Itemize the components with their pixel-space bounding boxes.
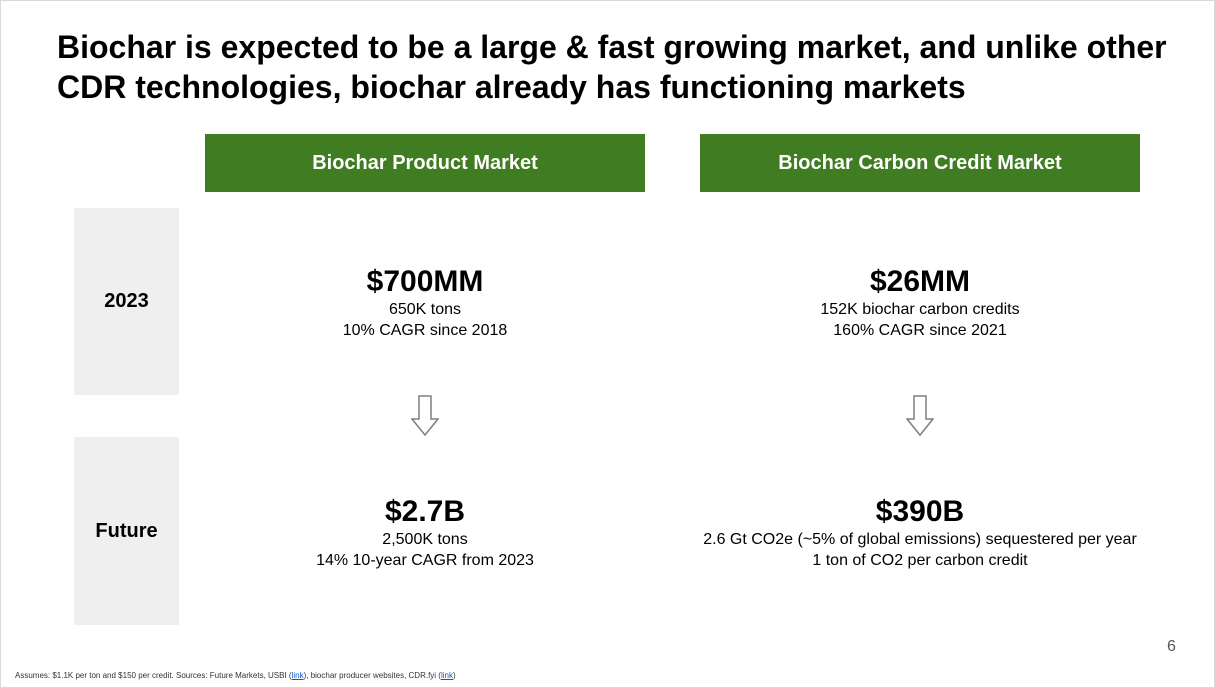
footnote: Assumes: $1.1K per ton and $150 per cred… bbox=[15, 671, 456, 680]
carbon-credit-2023-cell: $26MM 152K biochar carbon credits 160% C… bbox=[660, 265, 1180, 341]
product-market-future-value: $2.7B bbox=[384, 495, 466, 528]
product-market-2023-value: $700MM bbox=[366, 265, 484, 298]
carbon-credit-future-cell: $390B 2.6 Gt CO2e (~5% of global emissio… bbox=[660, 495, 1180, 571]
slide-title: Biochar is expected to be a large & fast… bbox=[57, 29, 1167, 105]
row-label-2023: 2023 bbox=[74, 208, 179, 395]
product-market-future-line1: 2,500K tons bbox=[382, 531, 468, 548]
carbon-credit-future-line1: 2.6 Gt CO2e (~5% of global emissions) se… bbox=[703, 531, 1137, 548]
carbon-credit-2023-value: $26MM bbox=[869, 265, 971, 298]
footnote-text-3: ) bbox=[453, 671, 456, 680]
down-arrow-icon bbox=[411, 395, 439, 437]
column-header-product-market-label: Biochar Product Market bbox=[312, 151, 538, 174]
carbon-credit-future-line2: 1 ton of CO2 per carbon credit bbox=[812, 552, 1028, 569]
product-market-future-cell: $2.7B 2,500K tons 14% 10-year CAGR from … bbox=[165, 495, 685, 571]
row-label-2023-text: 2023 bbox=[104, 290, 149, 312]
footnote-text-2: ), biochar producer websites, CDR.fyi ( bbox=[303, 671, 441, 680]
product-market-future-line2: 14% 10-year CAGR from 2023 bbox=[316, 552, 534, 569]
row-label-future-text: Future bbox=[95, 519, 158, 542]
row-label-future: Future bbox=[74, 437, 179, 625]
column-header-carbon-credit-market: Biochar Carbon Credit Market bbox=[700, 134, 1140, 192]
down-arrow-icon bbox=[906, 395, 934, 437]
usbi-source-link[interactable]: link bbox=[291, 671, 304, 680]
page-number: 6 bbox=[1167, 638, 1176, 655]
carbon-credit-future-value: $390B bbox=[875, 495, 965, 528]
carbon-credit-2023-line2: 160% CAGR since 2021 bbox=[833, 322, 1007, 339]
product-market-2023-line2: 10% CAGR since 2018 bbox=[342, 322, 508, 339]
column-header-carbon-credit-market-label: Biochar Carbon Credit Market bbox=[778, 151, 1062, 174]
product-market-2023-cell: $700MM 650K tons 10% CAGR since 2018 bbox=[165, 265, 685, 341]
product-market-2023-line1: 650K tons bbox=[388, 301, 462, 318]
column-header-product-market: Biochar Product Market bbox=[205, 134, 645, 192]
carbon-credit-2023-line1: 152K biochar carbon credits bbox=[820, 301, 1020, 318]
cdr-fyi-source-link[interactable]: link bbox=[440, 671, 453, 680]
footnote-text-1: Assumes: $1.1K per ton and $150 per cred… bbox=[15, 671, 292, 680]
